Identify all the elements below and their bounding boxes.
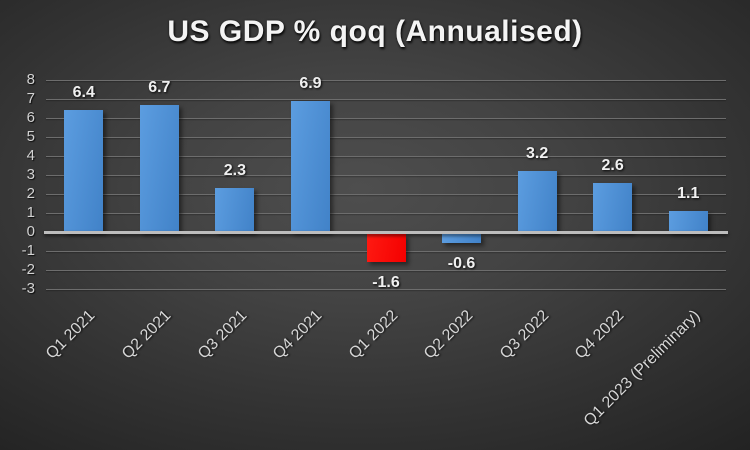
value-label-q2-2021: 6.7 (148, 78, 171, 96)
value-label-q1-2022: -1.6 (372, 274, 400, 292)
y-tick-label--2: -2 (21, 261, 35, 278)
gridline-5 (46, 137, 726, 138)
gridline--2 (46, 270, 726, 271)
y-tick-label-7: 7 (26, 90, 35, 107)
gridline--3 (46, 289, 726, 290)
y-tick-label-4: 4 (26, 147, 35, 164)
y-tick-label-6: 6 (26, 109, 35, 126)
value-label-q1-2023-preliminary: 1.1 (677, 185, 700, 203)
y-tick-label-3: 3 (26, 166, 35, 183)
x-tick-q4-2021: Q4 2021 (270, 307, 326, 363)
x-tick-q2-2022: Q2 2022 (421, 307, 477, 363)
value-label-q1-2021: 6.4 (72, 84, 95, 102)
x-axis-line (44, 231, 728, 234)
y-tick-label--1: -1 (21, 242, 35, 259)
gridline-6 (46, 118, 726, 119)
y-tick-label-0: 0 (26, 223, 35, 240)
x-tick-q1-2021: Q1 2021 (43, 307, 99, 363)
bar-q4-2021 (290, 100, 330, 232)
gridline-1 (46, 213, 726, 214)
chart-title: US GDP % qoq (Annualised) (167, 15, 583, 48)
value-label-q2-2022: -0.6 (447, 255, 476, 273)
value-label-q4-2021: 6.9 (299, 74, 322, 92)
value-label-q3-2022: 3.2 (525, 145, 549, 163)
gridline-7 (46, 99, 726, 100)
gridline-4 (46, 156, 726, 157)
bar-q3-2022 (517, 171, 557, 232)
y-tick-label-1: 1 (26, 204, 35, 221)
gridline-2 (46, 194, 726, 195)
x-tick-q3-2022: Q3 2022 (496, 307, 553, 363)
bar-q2-2021 (139, 104, 179, 232)
value-label-q3-2021: 2.3 (223, 162, 246, 180)
bar-q3-2021 (215, 188, 255, 232)
y-tick-label-5: 5 (26, 128, 35, 145)
y-tick-label-8: 8 (26, 71, 35, 88)
bar-q1-2021 (64, 110, 104, 232)
x-tick-q1-2022: Q1 2022 (345, 307, 402, 363)
gridline-3 (46, 175, 726, 176)
bar-q1-2023-preliminary (668, 211, 708, 232)
bar-q1-2022 (366, 234, 406, 263)
gridline-8 (46, 80, 726, 81)
bar-q2-2022 (442, 234, 482, 244)
y-tick-label--3: -3 (21, 280, 35, 297)
bar-q4-2022 (593, 182, 633, 232)
value-label-q4-2022: 2.6 (601, 156, 624, 174)
x-tick-q4-2022: Q4 2022 (572, 307, 628, 363)
x-tick-q3-2021: Q3 2021 (194, 307, 250, 363)
x-tick-q2-2021: Q2 2021 (118, 307, 175, 363)
y-tick-label-2: 2 (26, 185, 35, 202)
